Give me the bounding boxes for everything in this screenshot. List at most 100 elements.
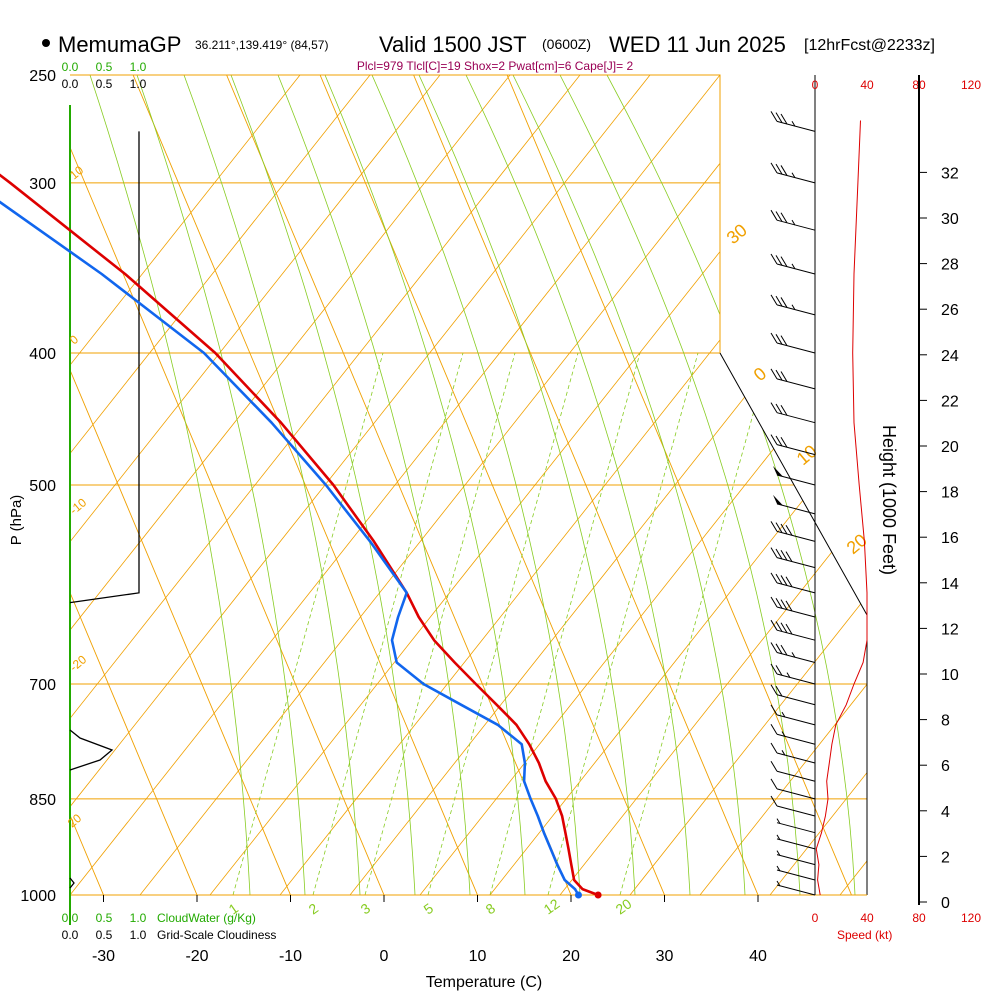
wind-barb-full [775, 163, 783, 175]
wind-barb [776, 865, 816, 881]
dewpoint-line [0, 200, 580, 896]
wind-barb-full [785, 576, 793, 588]
height-tick-label: 6 [941, 758, 950, 775]
wind-barb-half [781, 731, 786, 737]
height-tick-label: 30 [941, 211, 959, 228]
x-tick-label: 40 [749, 948, 767, 965]
wind-barb-half [776, 865, 781, 872]
x-tick-label: 0 [380, 948, 389, 965]
cloudwater-label: CloudWater (g/Kg) [157, 911, 256, 925]
wind-barb-full [785, 525, 793, 536]
cloudwater-top-tick: 0.0 [62, 60, 79, 74]
isotherm-label: 10 [793, 441, 821, 469]
wind-barb-staff [776, 854, 816, 866]
wind-barb-full [780, 644, 788, 656]
pressure-tick-label: 700 [29, 677, 56, 694]
sounding-curves [0, 173, 602, 899]
moist-adiabat-line [559, 75, 801, 895]
wind-barb-staff [776, 838, 816, 850]
x-axis-label: Temperature (C) [426, 974, 542, 991]
moist-adiabat-line [418, 75, 636, 895]
speed-top-tick: 120 [961, 78, 981, 92]
wind-barb-full [770, 742, 778, 754]
isotherm-line [413, 75, 759, 895]
wind-barb-full [775, 685, 783, 697]
wind-barb [770, 795, 816, 817]
mixing-ratio-line [489, 352, 641, 895]
wind-barb-staff [776, 263, 816, 275]
wind-barb [770, 778, 816, 800]
isotherm-label: 20 [843, 530, 871, 558]
mixing-ratio-label: 3 [358, 900, 374, 918]
pressure-tick-label: 400 [29, 346, 56, 363]
moist-adiabat-line [230, 75, 416, 895]
mixing-ratio-line [232, 352, 384, 895]
valid-date: WED 11 Jun 2025 [609, 32, 786, 57]
wind-barb-full [770, 253, 778, 265]
cloudiness-bottom-tick: 1.0 [130, 928, 147, 942]
wind-barb-full [785, 551, 793, 562]
dry-adiabat-line [70, 75, 721, 895]
wind-barb-full [775, 211, 783, 222]
wind-barb-full [770, 596, 778, 608]
wind-barb-full [780, 405, 788, 416]
wind-barb-full [785, 600, 793, 612]
wind-barb-staff [776, 304, 816, 316]
cloudwater-bottom-tick: 1.0 [130, 911, 147, 925]
wind-barb-full [775, 573, 783, 585]
wind-barb-full [770, 402, 778, 413]
dry-adiabat-line [699, 75, 867, 895]
height-tick-label: 20 [941, 439, 959, 456]
height-tick-label: 4 [941, 804, 950, 821]
wind-barb-staff [776, 582, 816, 594]
wind-barb [770, 521, 816, 542]
wind-barb-full [780, 212, 788, 224]
cloudwater-top-tick: 0.5 [96, 60, 113, 74]
wind-barb-half [791, 263, 796, 270]
mixing-ratio-line [619, 352, 771, 895]
wind-barb-staff [776, 503, 816, 515]
wind-barb-staff [776, 219, 816, 231]
isotherm-label: 20 [65, 811, 84, 831]
mixing-ratio-line [364, 352, 516, 895]
wind-barb-full [775, 295, 783, 307]
wind-barb-full [780, 622, 788, 634]
indices-line: Plcl=979 Tlcl[C]=19 Shox=2 Pwat[cm]=6 Ca… [357, 59, 634, 73]
wind-barb-half [781, 711, 786, 718]
wind-barb-staff [776, 869, 816, 881]
wind-barb-full [780, 165, 788, 176]
forecast-info: [12hrFcst@2233z] [804, 37, 935, 54]
wind-barb-full [780, 335, 788, 346]
height-tick-label: 2 [941, 849, 950, 866]
wind-barb-staff [776, 557, 816, 569]
mixing-ratio-label: 20 [613, 895, 635, 917]
wind-barb-full [775, 403, 783, 415]
wind-barb-staff [776, 805, 816, 817]
wind-barb-flag [773, 494, 783, 506]
header: MemumaGP 36.211°,139.419° (84,57) Valid … [42, 32, 935, 73]
wind-barb-staff [776, 629, 816, 641]
wind-barb [770, 684, 816, 706]
height-tick-label: 16 [941, 530, 959, 547]
pressure-tick-label: 500 [29, 478, 56, 495]
wind-barb [770, 704, 816, 726]
height-tick-label: 12 [941, 621, 959, 638]
height-tick-label: 14 [941, 576, 959, 593]
wind-barb [770, 402, 816, 424]
wind-barb [770, 760, 816, 782]
wind-barb-half [791, 172, 796, 179]
dry-adiabat-line [629, 75, 867, 895]
wind-barb-staff [776, 673, 816, 685]
wind-barb-half [776, 818, 781, 824]
mixing-ratio-label: 2 [306, 900, 322, 918]
wind-barb-staff [776, 652, 816, 663]
x-tick-label: 20 [562, 948, 580, 965]
wind-barb [776, 880, 816, 896]
cloudiness-line-sfc [69, 877, 75, 889]
wind-barb [770, 368, 816, 390]
wind-barb-full [775, 598, 783, 609]
speed-top-tick: 0 [812, 78, 819, 92]
cloudiness-line [69, 131, 140, 604]
isotherm-label: 30 [723, 220, 751, 248]
wind-barb [770, 209, 816, 231]
